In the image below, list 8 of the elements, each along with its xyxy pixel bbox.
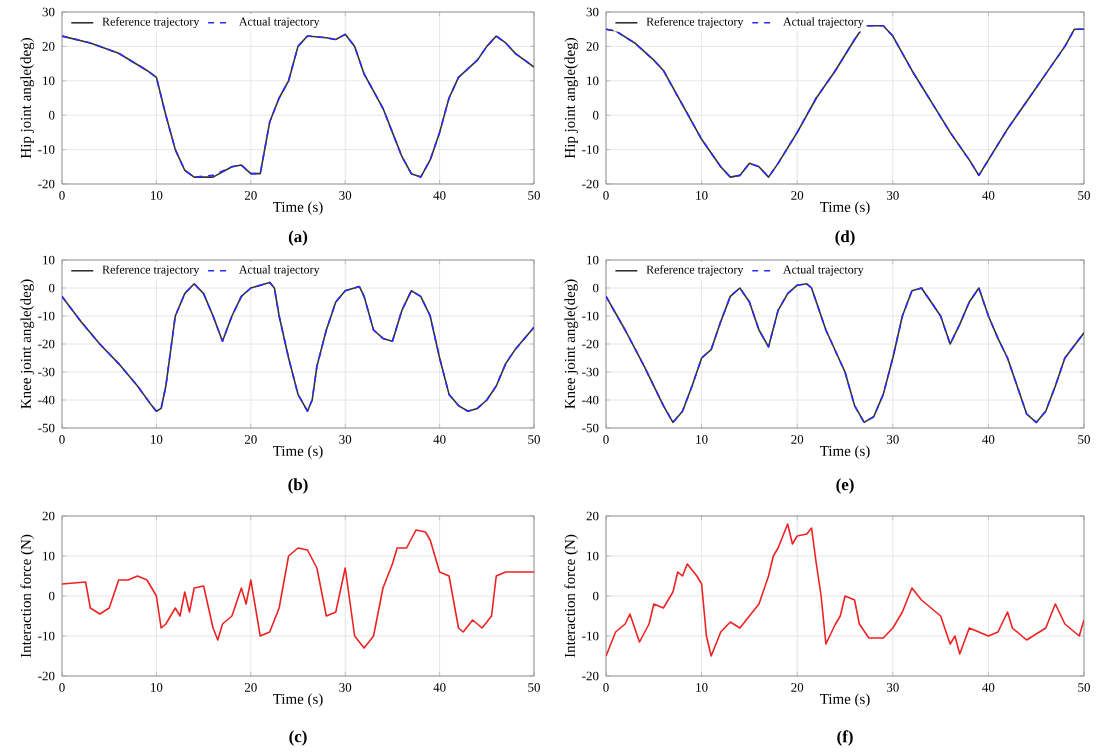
text: (e) xyxy=(836,478,854,494)
text: (b) xyxy=(288,478,308,494)
text: (c) xyxy=(289,730,307,746)
text: (f) xyxy=(837,730,853,746)
text: (a) xyxy=(288,230,308,246)
text: (d) xyxy=(835,230,855,246)
line-series xyxy=(606,283,1085,424)
line-series xyxy=(62,33,535,178)
